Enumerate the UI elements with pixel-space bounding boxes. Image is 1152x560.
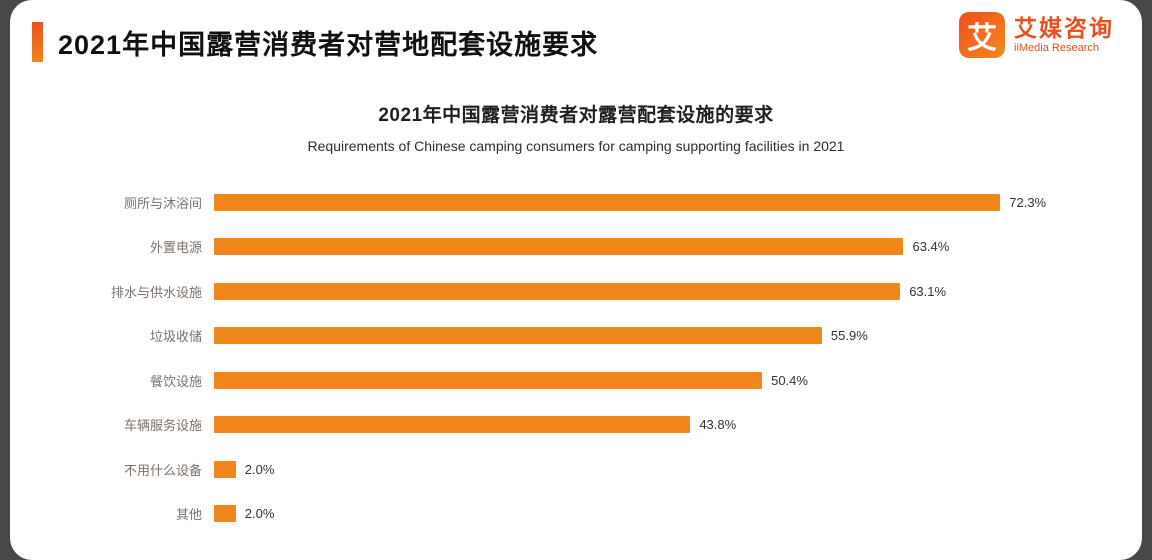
bar-track: 2.0%	[214, 505, 1084, 523]
category-label: 餐饮设施	[149, 373, 202, 389]
bar-row: 其他 2.0%	[44, 492, 1084, 537]
bar	[214, 238, 904, 256]
bar-track: 55.9%	[214, 327, 1084, 345]
brand-name-en: iiMedia Research	[1014, 41, 1099, 54]
page-title: 2021年中国露营消费者对营地配套设施要求	[58, 29, 599, 60]
bar	[214, 327, 822, 345]
bar-row: 不用什么设备 2.0%	[44, 447, 1084, 492]
category-label: 排水与供水设施	[110, 284, 202, 300]
brand-name-cn: 艾媒咨询	[1014, 15, 1114, 42]
value-label: 55.9%	[830, 328, 868, 344]
bar-chart: 厕所与沐浴间 72.3% 外置电源 63.4% 排水与供水设施 63.1% 垃圾收储 55.9…	[10, 180, 1142, 536]
bar	[214, 193, 1001, 211]
chart-header: 2021年中国露营消费者对露营配套设施的要求 Requirements of C…	[10, 100, 1142, 154]
category-label: 厕所与沐浴间	[123, 195, 202, 211]
brand-logo: 艾 艾媒咨询 iiMedia Research	[959, 12, 1114, 58]
value-label: 72.3%	[1009, 194, 1047, 210]
bar	[214, 371, 763, 389]
bar-track: 2.0%	[214, 460, 1084, 478]
bar-track: 63.4%	[214, 238, 1084, 256]
bar-row: 餐饮设施 50.4%	[44, 358, 1084, 403]
bar	[214, 460, 236, 478]
bar-row: 排水与供水设施 63.1%	[44, 269, 1084, 314]
value-label: 2.0%	[244, 461, 275, 477]
value-label: 43.8%	[699, 417, 737, 433]
category-label: 外置电源	[149, 240, 202, 256]
bar-track: 72.3%	[214, 193, 1084, 211]
chart-title: 2021年中国露营消费者对露营配套设施的要求	[378, 105, 774, 126]
bar	[214, 505, 236, 523]
bar-row: 外置电源 63.4%	[44, 225, 1084, 270]
value-label: 2.0%	[244, 506, 275, 522]
bar-track: 43.8%	[214, 416, 1084, 434]
category-label: 不用什么设备	[123, 462, 202, 478]
accent-bar	[32, 22, 43, 62]
category-label: 垃圾收储	[149, 329, 202, 345]
logo-text: 艾媒咨询 iiMedia Research	[1014, 15, 1114, 54]
logo-mark-icon: 艾	[959, 12, 1005, 58]
value-label: 50.4%	[771, 372, 808, 388]
category-label: 车辆服务设施	[123, 418, 202, 434]
chart-subtitle: Requirements of Chinese camping consumer…	[307, 138, 845, 154]
bar-row: 车辆服务设施 43.8%	[44, 403, 1084, 448]
category-label: 其他	[175, 507, 202, 523]
value-label: 63.1%	[909, 283, 947, 299]
value-label: 63.4%	[912, 239, 950, 255]
slide-card: 2021年中国露营消费者对营地配套设施要求 艾 艾媒咨询 iiMedia Res…	[10, 0, 1142, 560]
bar	[214, 416, 691, 434]
bar-row: 垃圾收储 55.9%	[44, 314, 1084, 359]
header: 2021年中国露营消费者对营地配套设施要求 艾 艾媒咨询 iiMedia Res…	[10, 0, 1142, 62]
bar-track: 63.1%	[214, 282, 1084, 300]
bar	[214, 282, 901, 300]
bar-row: 厕所与沐浴间 72.3%	[44, 180, 1084, 225]
bar-track: 50.4%	[214, 371, 1084, 389]
